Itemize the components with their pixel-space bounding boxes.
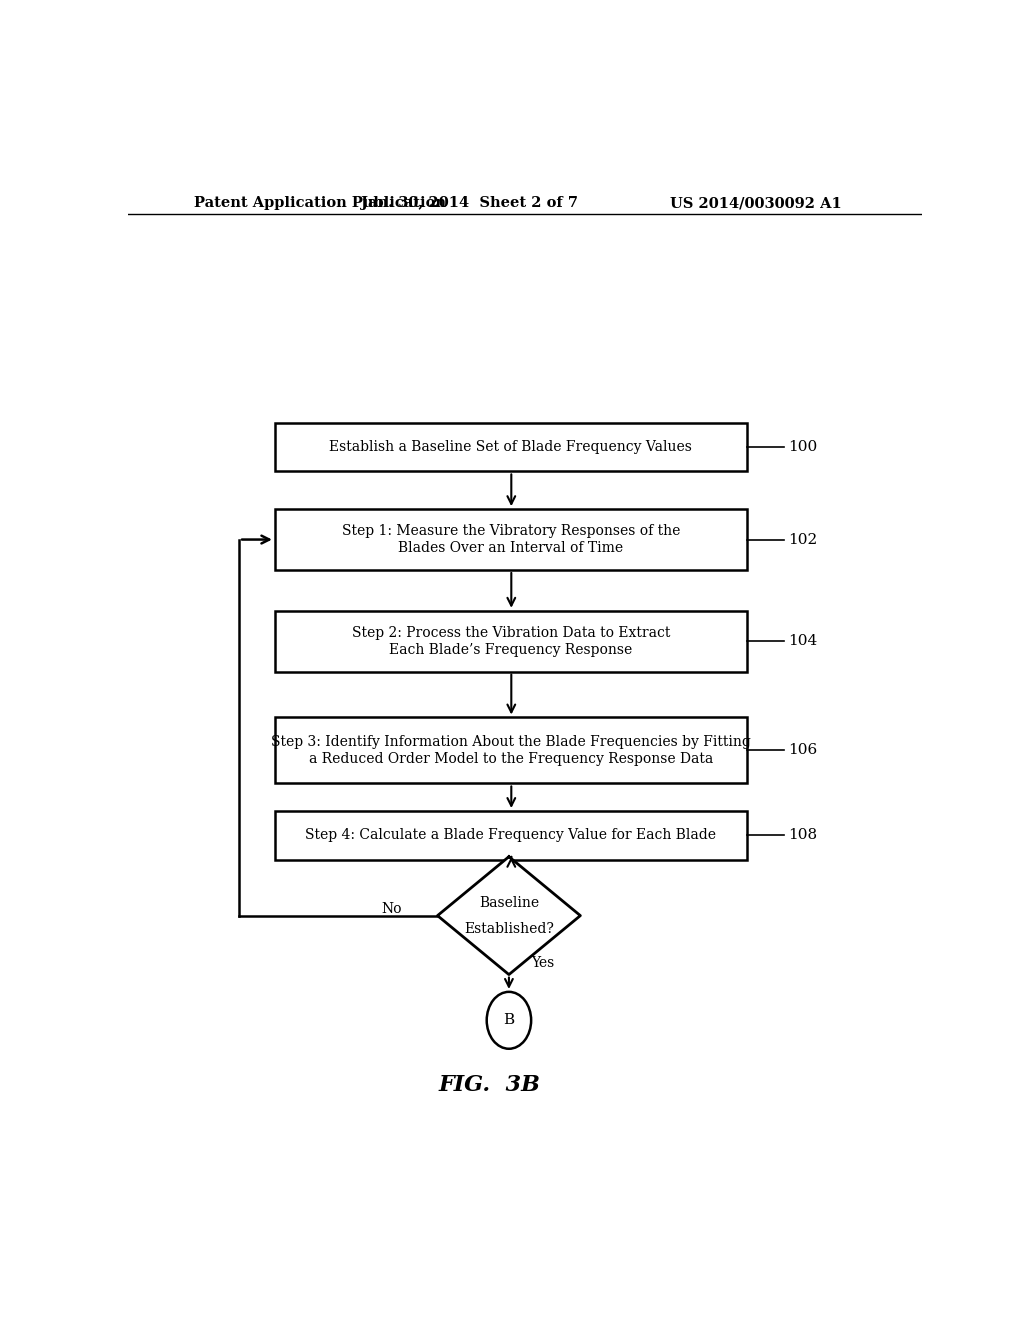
- Text: FIG.  3B: FIG. 3B: [438, 1074, 540, 1097]
- Text: Step 1: Measure the Vibratory Responses of the: Step 1: Measure the Vibratory Responses …: [342, 524, 680, 539]
- Text: No: No: [381, 902, 401, 916]
- Text: 104: 104: [788, 634, 817, 648]
- Circle shape: [486, 991, 531, 1049]
- Text: Step 2: Process the Vibration Data to Extract: Step 2: Process the Vibration Data to Ex…: [351, 626, 670, 640]
- Text: Baseline: Baseline: [479, 896, 539, 911]
- Text: Established?: Established?: [464, 921, 554, 936]
- Text: B: B: [504, 1014, 514, 1027]
- Text: Establish a Baseline Set of Blade Frequency Values: Establish a Baseline Set of Blade Freque…: [330, 440, 692, 454]
- Text: US 2014/0030092 A1: US 2014/0030092 A1: [671, 197, 842, 210]
- FancyBboxPatch shape: [274, 810, 748, 859]
- FancyBboxPatch shape: [274, 510, 748, 570]
- FancyBboxPatch shape: [274, 422, 748, 471]
- FancyBboxPatch shape: [274, 718, 748, 784]
- Polygon shape: [437, 857, 581, 974]
- Text: Step 4: Calculate a Blade Frequency Value for Each Blade: Step 4: Calculate a Blade Frequency Valu…: [305, 829, 717, 842]
- FancyBboxPatch shape: [274, 611, 748, 672]
- Text: 108: 108: [788, 829, 817, 842]
- Text: Yes: Yes: [531, 957, 554, 970]
- Text: Blades Over an Interval of Time: Blades Over an Interval of Time: [398, 541, 624, 556]
- Text: Each Blade’s Frequency Response: Each Blade’s Frequency Response: [389, 643, 633, 657]
- Text: a Reduced Order Model to the Frequency Response Data: a Reduced Order Model to the Frequency R…: [309, 752, 713, 766]
- Text: 106: 106: [788, 743, 817, 758]
- Text: 102: 102: [788, 532, 817, 546]
- Text: Jan. 30, 2014  Sheet 2 of 7: Jan. 30, 2014 Sheet 2 of 7: [360, 197, 578, 210]
- Text: Step 3: Identify Information About the Blade Frequencies by Fitting: Step 3: Identify Information About the B…: [271, 735, 751, 748]
- Text: 100: 100: [788, 440, 817, 454]
- Text: Patent Application Publication: Patent Application Publication: [194, 197, 445, 210]
